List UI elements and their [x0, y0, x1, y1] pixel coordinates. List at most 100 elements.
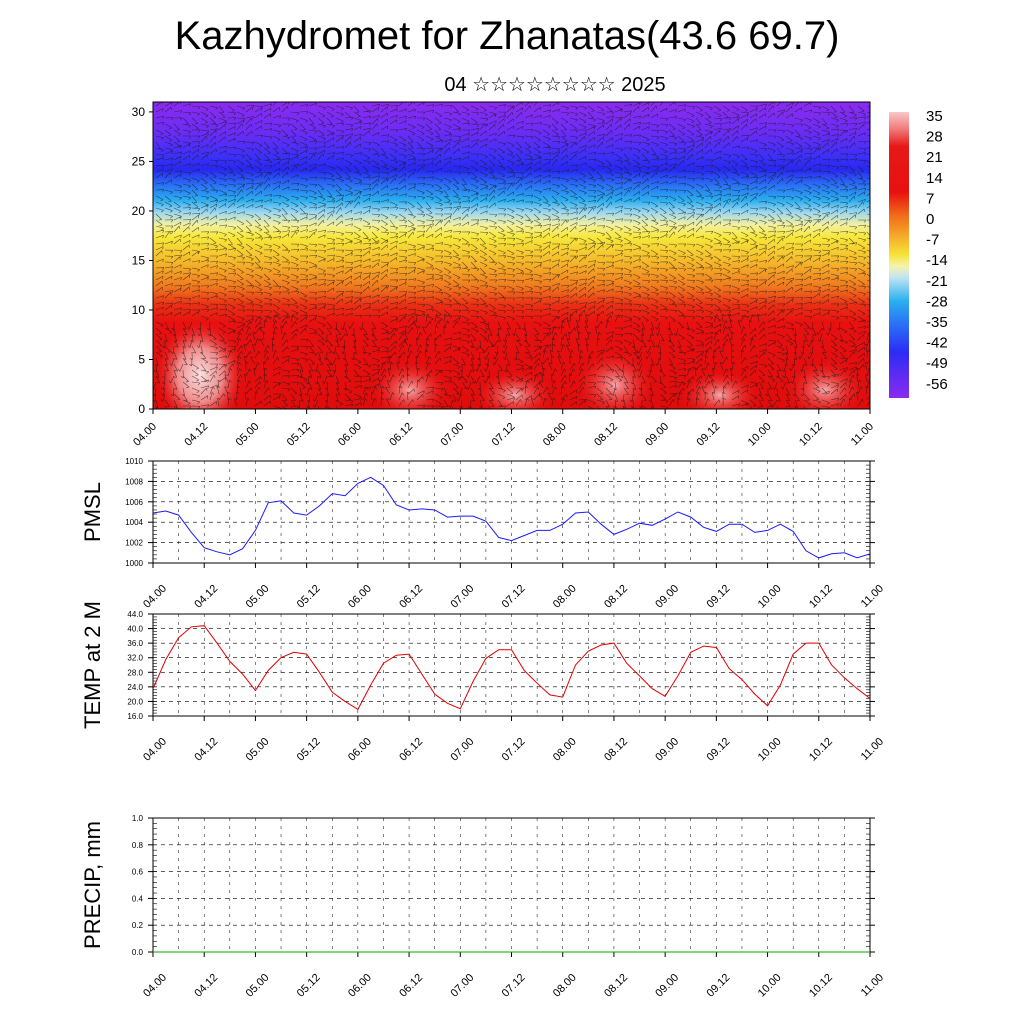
- x-tick-label: 06.12: [397, 583, 425, 611]
- y-tick-label: 0.2: [132, 921, 144, 930]
- colorbar-label: -28: [926, 293, 948, 310]
- y-tick-label: 1010: [125, 457, 143, 466]
- x-tick-label: 07.12: [490, 421, 518, 449]
- x-tick-label: 05.00: [234, 421, 262, 449]
- chart-subtitle: 04 ☆☆☆☆☆☆☆☆ 2025: [444, 74, 666, 96]
- wind-barbs: [153, 102, 870, 409]
- x-tick-label: 07.00: [438, 421, 466, 449]
- x-tick-label: 09.00: [643, 421, 671, 449]
- x-tick-label: 04.00: [141, 583, 169, 611]
- upper-air-x-axis: 04.00 04.12 05.00 05.12 06.00 06.12 07.00 07.12…: [131, 409, 876, 449]
- x-tick-label: 06.12: [387, 421, 415, 449]
- y-tick-label: 20: [132, 204, 146, 218]
- x-tick-label: 05.00: [244, 736, 272, 764]
- pmsl-series-line: [152, 476, 871, 559]
- y-tick-label: 10: [132, 303, 146, 317]
- x-tick-label: 09.12: [695, 421, 723, 449]
- y-tick-label: 0.0: [132, 948, 144, 957]
- y-tick-label: 44.0: [127, 610, 143, 619]
- x-tick-label: 09.12: [705, 736, 733, 764]
- upper-air-y-axis: 0 5 10 15 20 25 30: [132, 105, 153, 416]
- y-tick-label: 0.4: [132, 894, 144, 903]
- x-tick-label: 08.12: [602, 736, 630, 764]
- x-tick-label: 04.12: [192, 972, 220, 1000]
- colorbar-label: -42: [926, 335, 948, 352]
- x-tick-label: 10.12: [807, 736, 835, 764]
- x-tick-label: 10.00: [756, 972, 784, 1000]
- x-tick-label: 08.00: [551, 736, 579, 764]
- x-tick-label: 09.00: [653, 583, 681, 611]
- y-tick-label: 5: [138, 352, 145, 366]
- x-tick-label: 11.00: [859, 583, 886, 610]
- x-tick-label: 08.12: [592, 421, 620, 449]
- y-tick-label: 1000: [125, 559, 143, 568]
- x-tick-label: 11.00: [859, 736, 886, 763]
- y-tick-label: 0: [138, 402, 145, 416]
- warm-core: [575, 350, 655, 409]
- x-tick-label: 10.00: [756, 736, 784, 764]
- y-tick-label: 28.0: [127, 668, 143, 677]
- warm-core: [475, 370, 555, 409]
- y-tick-label: 30: [132, 105, 146, 119]
- warm-core: [785, 360, 865, 409]
- colorbar-label: 35: [926, 108, 943, 125]
- warm-core: [155, 320, 245, 409]
- x-tick-label: 04.00: [141, 972, 169, 1000]
- x-tick-label: 07.12: [500, 972, 528, 1000]
- colorbar-label: 21: [926, 149, 943, 166]
- warm-core: [680, 370, 760, 409]
- x-tick-label: 05.00: [244, 972, 272, 1000]
- x-tick-label: 11.00: [849, 421, 876, 448]
- x-tick-label: 10.12: [807, 972, 835, 1000]
- x-tick-label: 07.00: [448, 972, 476, 1000]
- x-tick-label: 05.12: [295, 583, 323, 611]
- x-tick-label: 07.00: [448, 583, 476, 611]
- y-tick-label: 1008: [125, 477, 143, 486]
- x-tick-label: 08.00: [551, 972, 579, 1000]
- x-tick-label: 06.12: [397, 972, 425, 1000]
- x-tick-label: 06.12: [397, 736, 425, 764]
- x-tick-label: 11.00: [859, 972, 886, 999]
- x-tick-label: 08.00: [541, 421, 569, 449]
- x-tick-label: 10.00: [756, 583, 784, 611]
- x-tick-label: 05.00: [244, 583, 272, 611]
- x-tick-label: 04.12: [192, 736, 220, 764]
- x-tick-label: 07.00: [448, 736, 476, 764]
- wind-barb-field: [153, 102, 870, 409]
- y-tick-label: 40.0: [127, 625, 143, 634]
- y-tick-label: 1006: [125, 498, 143, 507]
- colorbar-label: 7: [926, 190, 934, 207]
- temp-series-line: [152, 625, 871, 711]
- x-tick-label: 08.12: [602, 583, 630, 611]
- y-tick-label: 0.6: [132, 868, 144, 877]
- x-tick-label: 09.00: [653, 972, 681, 1000]
- y-tick-label: 1002: [125, 539, 143, 548]
- x-tick-label: 07.12: [500, 583, 528, 611]
- x-tick-label: 05.12: [295, 736, 323, 764]
- x-tick-label: 04.12: [192, 583, 220, 611]
- x-tick-label: 09.00: [653, 736, 681, 764]
- colorbar-label: 28: [926, 129, 943, 146]
- y-tick-label: 1.0: [132, 814, 144, 823]
- y-tick-label: 24.0: [127, 683, 143, 692]
- y-tick-label: 16.0: [127, 712, 143, 721]
- x-tick-label: 06.00: [346, 583, 374, 611]
- x-tick-label: 10.00: [746, 421, 774, 449]
- x-tick-label: 04.00: [131, 421, 159, 449]
- x-tick-label: 06.00: [346, 972, 374, 1000]
- colorbar-labels: 35 28 21 14 7 0 -7 -14 -21 -28 -35 -42 -49 -56: [926, 108, 948, 393]
- colorbar-label: -7: [926, 232, 939, 249]
- y-tick-label: 15: [132, 253, 146, 267]
- colorbar-bar: [889, 112, 909, 398]
- pmsl-panel: 1000 1002 1004 1006 1008 1010 04.00 04.12 05.00 0…: [80, 457, 886, 611]
- y-tick-label: 20.0: [127, 697, 143, 706]
- y-tick-label: 25: [132, 154, 146, 168]
- x-tick-label: 04.00: [141, 736, 169, 764]
- upper-air-field: [153, 102, 870, 409]
- warm-core: [370, 360, 450, 409]
- x-tick-label: 07.12: [500, 736, 528, 764]
- y-tick-label: 32.0: [127, 654, 143, 663]
- x-tick-label: 04.12: [182, 421, 210, 449]
- chart-title: Kazhydromet for Zhanatas(43.6 69.7): [174, 14, 840, 58]
